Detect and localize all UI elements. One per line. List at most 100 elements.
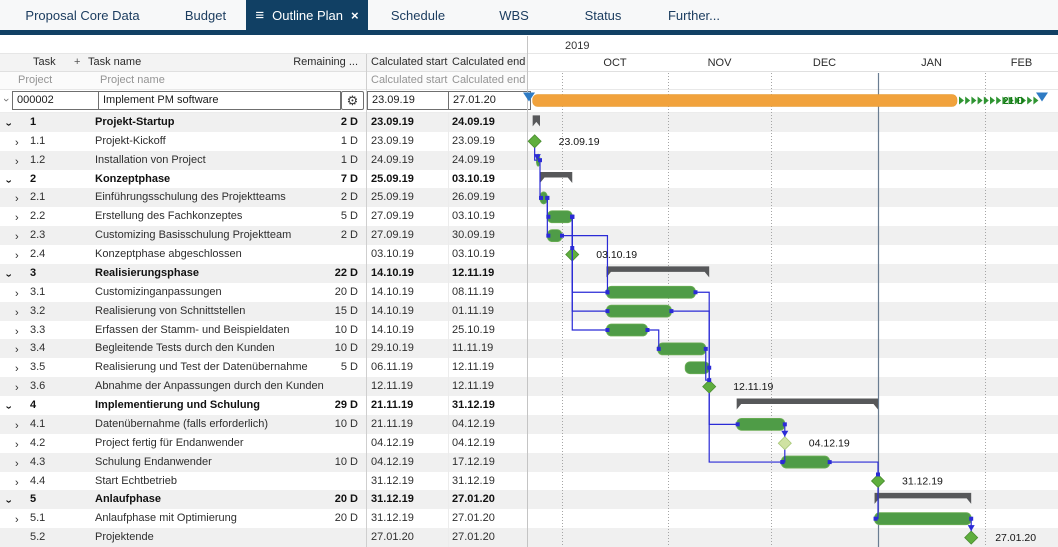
- table-row[interactable]: › 3.1 Customizinganpassungen 20 D 14.10.19 08…: [0, 282, 1058, 302]
- chevron-right-icon[interactable]: ›: [15, 231, 19, 244]
- tab-status[interactable]: Status: [560, 0, 646, 30]
- tab-budget[interactable]: Budget: [165, 0, 246, 30]
- table-row[interactable]: › 4 Implementierung und Schulung 29 D 21.11.…: [0, 396, 1058, 415]
- column-header-calc-start[interactable]: Calculated start: [371, 56, 448, 68]
- table-row[interactable]: › 3 Realisierungsphase 22 D 14.10.19 12.11.19: [0, 263, 1058, 283]
- task-number: 3: [30, 266, 37, 279]
- table-row[interactable]: › 3.4 Begleitende Tests durch den Kunden 10…: [0, 339, 1058, 359]
- table-row[interactable]: › 4.1 Datenübernahme (falls erforderlich) 1…: [0, 414, 1058, 434]
- task-number: 3.2: [30, 304, 46, 317]
- chevron-down-icon[interactable]: ›: [2, 273, 15, 278]
- column-header-task[interactable]: Task: [33, 56, 56, 68]
- calculated-start: 03.10.19: [371, 248, 414, 261]
- project-row: › 000002 Implement PM software ⚙ 23.09.1…: [0, 90, 531, 112]
- table-row[interactable]: › 3.6 Abnahme der Anpassungen durch den Ku…: [0, 377, 1058, 397]
- table-row[interactable]: › 4.4 Start Echtbetrieb 31.12.19 31.12.19: [0, 471, 1058, 491]
- chevron-right-icon[interactable]: ›: [15, 344, 19, 357]
- gear-icon[interactable]: ⚙: [341, 91, 364, 110]
- project-row-divider: [0, 112, 1058, 113]
- task-number: 3.1: [30, 285, 46, 298]
- table-row[interactable]: › 4.2 Project fertig für Endanwender 04.12.…: [0, 433, 1058, 453]
- close-icon[interactable]: ×: [351, 7, 359, 23]
- chevron-down-icon[interactable]: ›: [0, 98, 12, 102]
- project-id-field[interactable]: 000002: [12, 91, 102, 110]
- table-row[interactable]: › 3.5 Realisierung und Test der Datenübern…: [0, 358, 1058, 378]
- table-row[interactable]: › 5.1 Anlaufphase mit Optimierung 20 D 31.12…: [0, 509, 1058, 529]
- chevron-right-icon[interactable]: ›: [15, 193, 19, 206]
- chevron-right-icon[interactable]: ›: [15, 382, 19, 395]
- chevron-right-icon[interactable]: ›: [15, 250, 19, 263]
- project-name-field[interactable]: Implement PM software: [98, 91, 341, 110]
- date-column-divider: [448, 113, 449, 547]
- column-header-remaining[interactable]: Remaining ...: [293, 56, 358, 68]
- project-end-field[interactable]: 27.01.20: [448, 91, 531, 110]
- chevron-right-icon[interactable]: ›: [15, 155, 19, 168]
- table-row[interactable]: › 3.2 Realisierung von Schnittstellen 15 D 1…: [0, 301, 1058, 321]
- table-row[interactable]: › 1.2 Installation von Project 1 D 24.09.19 2…: [0, 150, 1058, 170]
- chevron-down-icon[interactable]: ›: [2, 499, 15, 504]
- remaining-duration: 20 D: [334, 493, 358, 506]
- table-row[interactable]: › 2.3 Customizing Basisschulung Projekttea…: [0, 226, 1058, 246]
- chevron-right-icon[interactable]: ›: [15, 325, 19, 338]
- chevron-right-icon[interactable]: ›: [15, 438, 19, 451]
- table-row[interactable]: › 2 Konzeptphase 7 D 25.09.19 03.10.19: [0, 169, 1058, 189]
- calculated-end: 31.12.19: [452, 399, 495, 412]
- table-row[interactable]: › 5 Anlaufphase 20 D 31.12.19 27.01.20: [0, 490, 1058, 510]
- menu-icon[interactable]: ≡: [255, 6, 265, 24]
- header-bottom-line: [0, 89, 1058, 90]
- chevron-right-icon[interactable]: ›: [15, 306, 19, 319]
- chevron-down-icon[interactable]: ›: [2, 122, 15, 127]
- buffer-chevron-icon: [959, 96, 964, 105]
- task-name: Realisierungsphase: [95, 266, 199, 279]
- project-start-field[interactable]: 23.09.19: [367, 91, 452, 110]
- table-row[interactable]: › 4.3 Schulung Endanwender 10 D 04.12.19 17.1…: [0, 452, 1058, 472]
- tab-schedule[interactable]: Schedule: [368, 0, 468, 30]
- chevron-down-icon[interactable]: ›: [2, 179, 15, 183]
- table-row[interactable]: › 2.2 Erstellung des Fachkonzeptes 5 D 27.09…: [0, 207, 1058, 227]
- task-number: 4: [30, 399, 37, 412]
- chevron-right-icon[interactable]: ›: [15, 287, 19, 300]
- tab-wbs[interactable]: WBS: [468, 0, 560, 30]
- add-column-icon[interactable]: +: [74, 56, 81, 68]
- table-row[interactable]: › 1 Projekt-Startup 2 D 23.09.19 24.09.19: [0, 113, 1058, 132]
- header-top-line: [0, 53, 1058, 54]
- chevron-right-icon[interactable]: ›: [15, 136, 19, 149]
- task-number: 3.6: [30, 380, 46, 393]
- tab-outline-plan[interactable]: ≡ Outline Plan ×: [246, 0, 368, 30]
- calculated-start: 31.12.19: [371, 474, 414, 487]
- calculated-start: 12.11.19: [371, 380, 414, 393]
- table-row[interactable]: › 2.1 Einführungsschulung des Projektteams…: [0, 188, 1058, 208]
- calculated-start: 14.10.19: [371, 304, 414, 317]
- buffer-chevron-icon: [996, 96, 1002, 105]
- gantt-panel-border[interactable]: [527, 36, 528, 547]
- chevron-right-icon[interactable]: ›: [15, 212, 19, 225]
- column-header-calc-end[interactable]: Calculated end: [452, 56, 526, 68]
- project-duration-bar[interactable]: [532, 94, 958, 107]
- tab-further[interactable]: Further...: [646, 0, 742, 30]
- calculated-start: 06.11.19: [371, 361, 414, 374]
- tab-proposal-core-data[interactable]: Proposal Core Data: [0, 0, 165, 30]
- table-row[interactable]: › 1.1 Projekt-Kickoff 1 D 23.09.19 23.09.19: [0, 131, 1058, 151]
- task-name: Projektende: [95, 531, 154, 544]
- chevron-down-icon[interactable]: ›: [2, 405, 15, 410]
- tab-label: Further...: [667, 7, 721, 23]
- column-header-task-name[interactable]: Task name: [88, 56, 142, 68]
- chevron-right-icon[interactable]: ›: [15, 514, 19, 527]
- task-name: Konzeptphase: [95, 172, 171, 185]
- chevron-right-icon[interactable]: ›: [15, 457, 19, 470]
- table-row[interactable]: › 3.3 Erfassen der Stamm- und Beispieldate…: [0, 320, 1058, 340]
- chevron-right-icon[interactable]: ›: [15, 476, 19, 489]
- table-row[interactable]: 5.2 Projektende 27.01.20 27.01.20: [0, 528, 1058, 547]
- chevron-right-icon[interactable]: ›: [15, 363, 19, 376]
- calculated-start: 29.10.19: [371, 342, 414, 355]
- calculated-end: 03.10.19: [452, 248, 495, 261]
- calculated-start: 21.11.19: [371, 399, 414, 412]
- remaining-duration: 10 D: [334, 342, 358, 355]
- buffer-chevron-icon: [1027, 96, 1033, 105]
- chevron-right-icon[interactable]: ›: [15, 419, 19, 432]
- task-number: 5.2: [30, 531, 46, 544]
- remaining-duration: 2 D: [340, 229, 358, 242]
- buffer-duration-label: 21 D: [1003, 96, 1024, 107]
- buffer-chevron-icon: [1021, 96, 1026, 105]
- table-row[interactable]: › 2.4 Konzeptphase abgeschlossen 03.10.19 03…: [0, 245, 1058, 264]
